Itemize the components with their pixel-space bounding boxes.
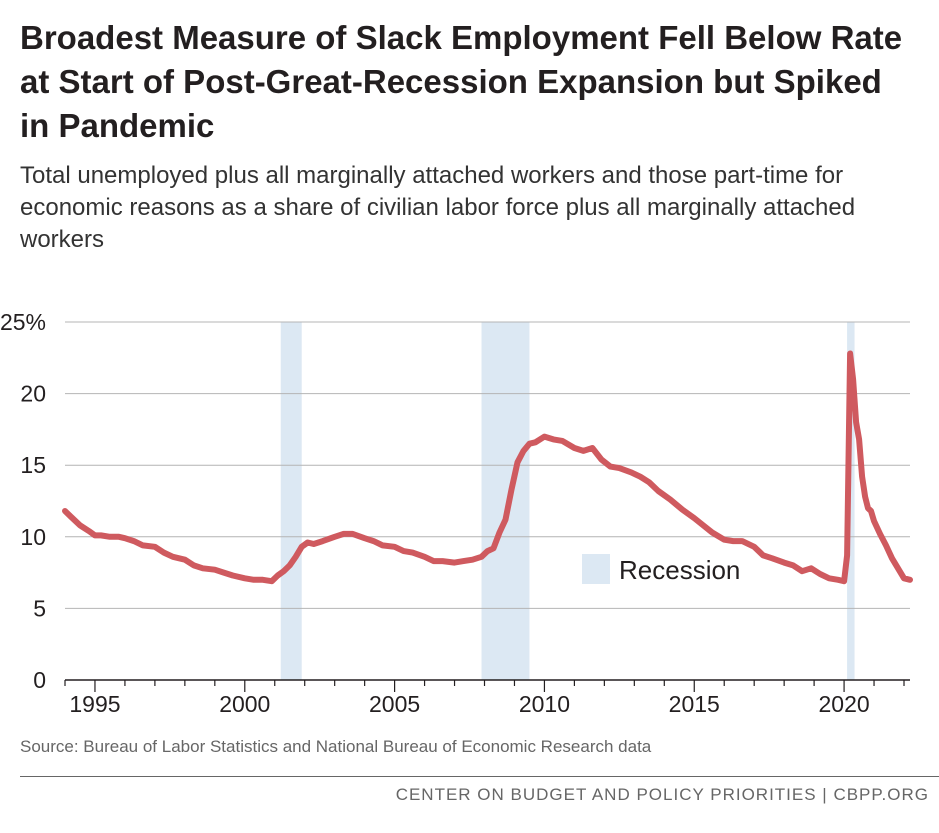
series-line-0 (62, 350, 913, 585)
y-tick-label-20: 20 (20, 381, 46, 407)
y-tick-label-0: 0 (33, 667, 46, 693)
x-tick-label-1995: 1995 (69, 691, 120, 717)
x-tick-label-2010: 2010 (519, 691, 570, 717)
x-tick-label-2015: 2015 (669, 691, 720, 717)
source-note: Source: Bureau of Labor Statistics and N… (20, 737, 652, 756)
recession-band-1 (481, 322, 530, 680)
y-tick-label-25: 25% (0, 309, 46, 335)
y-tick-label-15: 15 (20, 452, 46, 478)
grid-lines (65, 321, 910, 609)
legend-swatch-recession (582, 554, 610, 584)
series-lines (62, 350, 913, 585)
chart-title: Broadest Measure of Slack Employment Fel… (20, 19, 903, 144)
recession-band-0 (280, 322, 302, 680)
y-tick-label-5: 5 (33, 595, 46, 621)
x-tick-label-2005: 2005 (369, 691, 420, 717)
x-tick-label-2000: 2000 (219, 691, 270, 717)
line-chart: 0 5 10 15 20 25% 1995 2000 2005 2010 2015 2020 Rec… (0, 309, 913, 717)
footer-divider (20, 776, 939, 777)
x-axis-tick-labels: 1995 2000 2005 2010 2015 2020 (69, 691, 869, 717)
legend: Recession (582, 554, 740, 585)
legend-label-recession: Recession (619, 555, 740, 585)
y-tick-label-10: 10 (20, 524, 46, 550)
footer-credit: CENTER ON BUDGET AND POLICY PRIORITIES |… (395, 785, 929, 804)
x-tick-label-2020: 2020 (818, 691, 869, 717)
recession-bands (280, 322, 855, 680)
x-axis (64, 679, 910, 692)
y-axis-tick-labels: 0 5 10 15 20 25% (0, 309, 46, 693)
chart-subtitle: Total unemployed plus all marginally att… (20, 162, 856, 253)
